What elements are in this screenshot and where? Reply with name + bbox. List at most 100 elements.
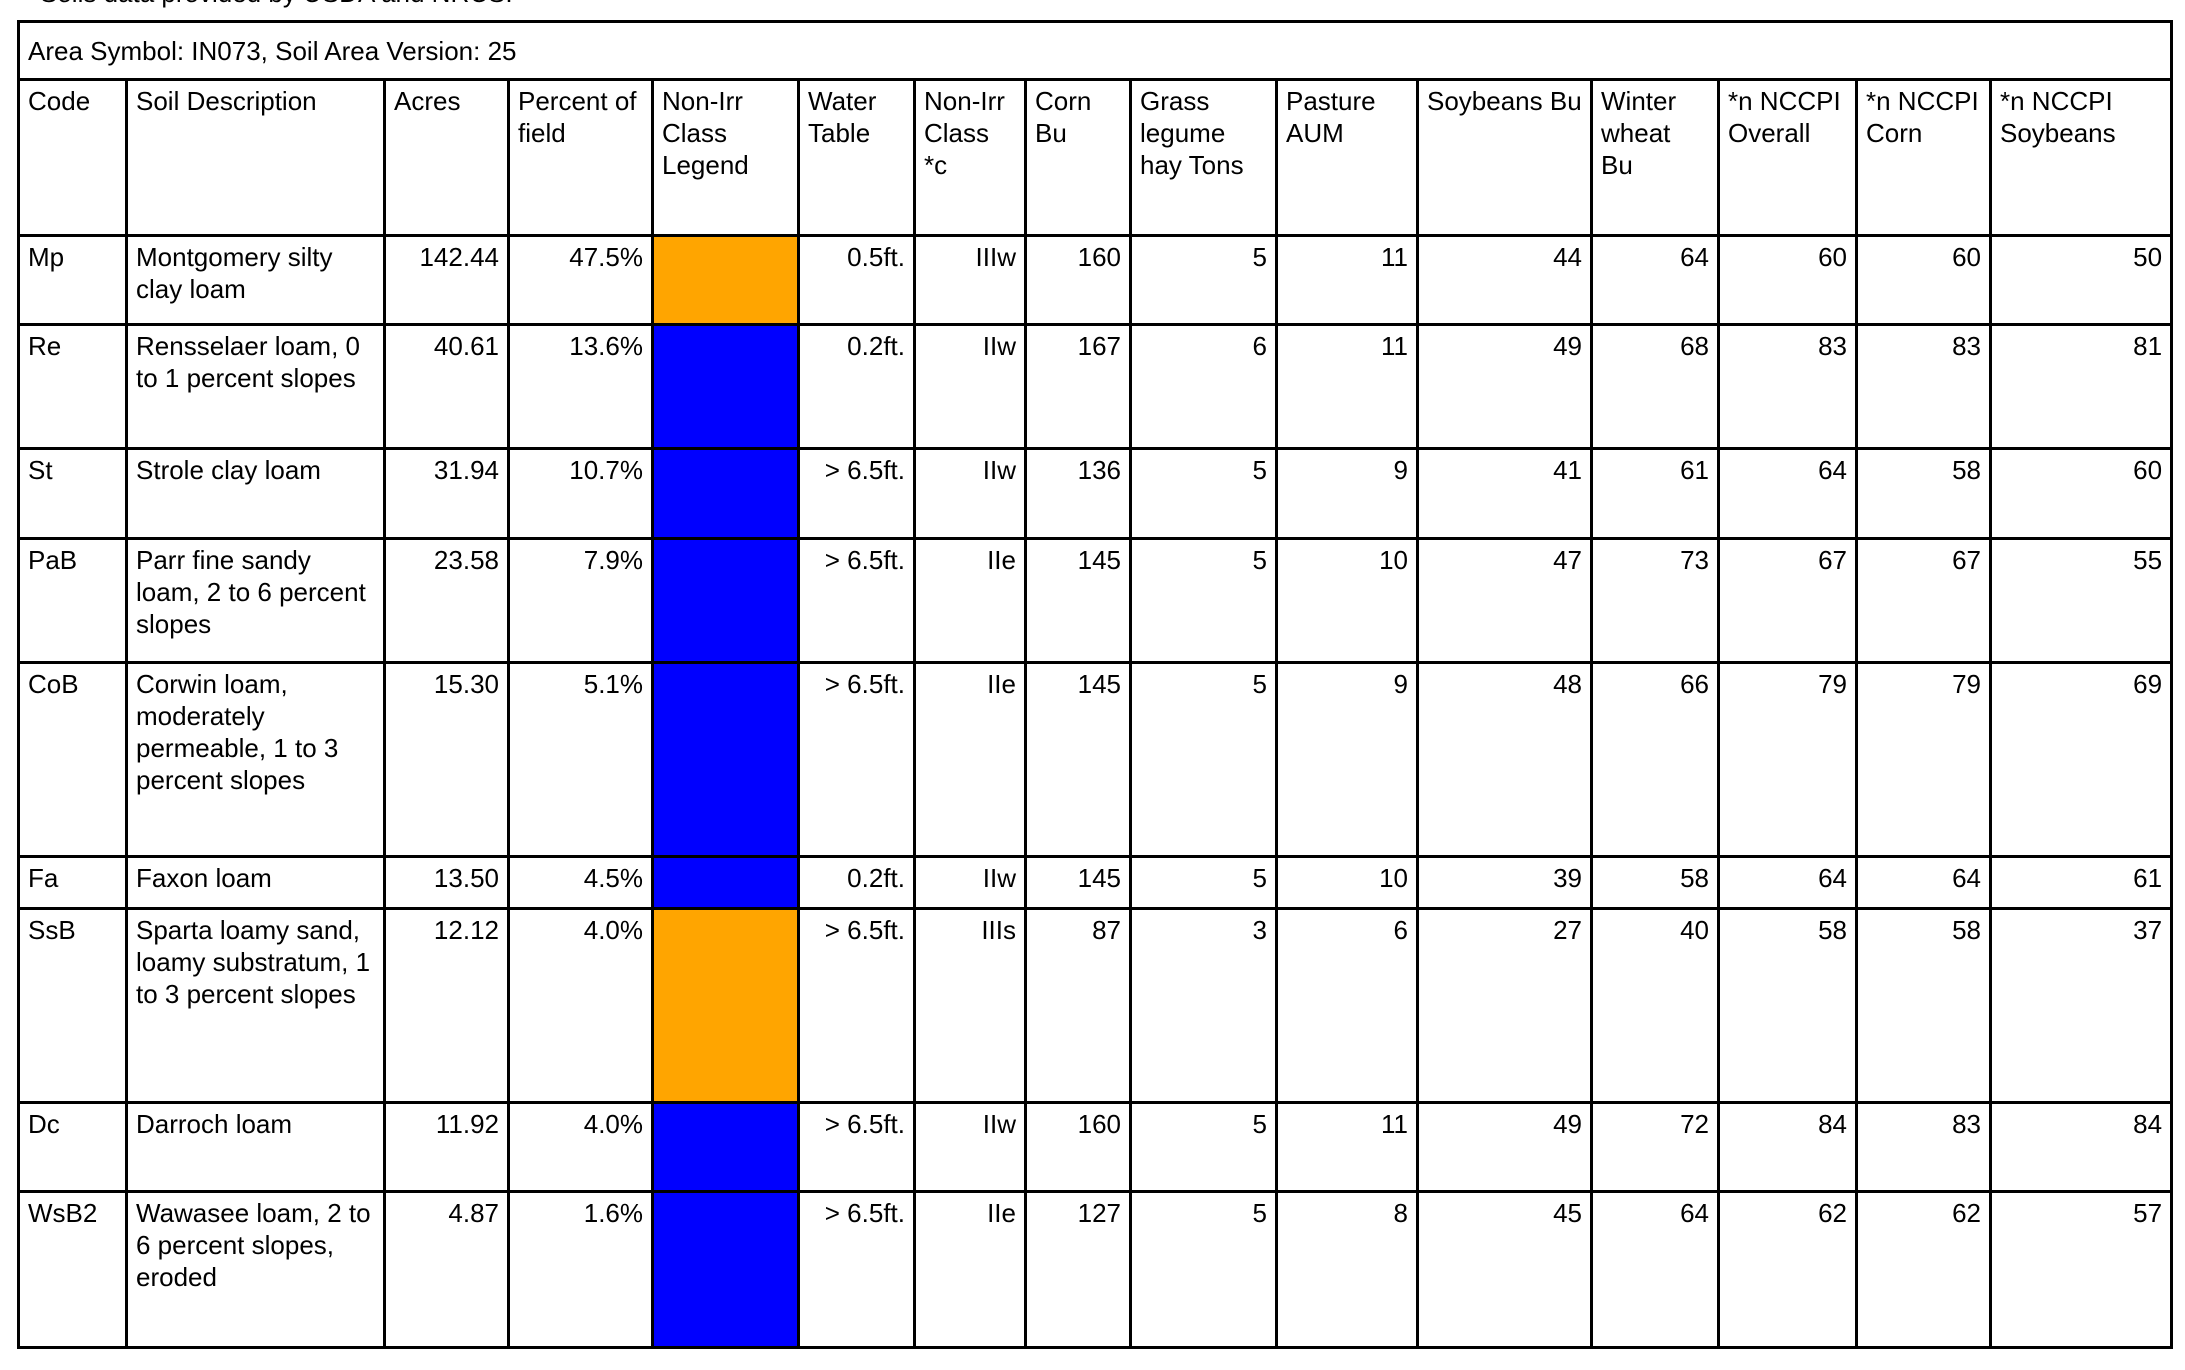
cell-value: 40 (1590, 907, 1720, 1104)
data-row: Dc Darroch loam 11.92 4.0% > 6.5ft. IIw 160 5 11… (17, 1101, 2174, 1193)
cell-value: 31.94 (383, 447, 510, 540)
header-row: Code Soil Description Acres Percent of fiel… (17, 78, 2174, 237)
soil-description: Strole clay loam (125, 447, 386, 540)
cell-value: 6 (1129, 323, 1278, 450)
cell-value: 60 (1717, 234, 1858, 326)
cell-value: 58 (1855, 447, 1992, 540)
cell-value: 10.7% (507, 447, 654, 540)
cell-value: 39 (1416, 855, 1593, 910)
column-header: Non-Irr Class Legend (651, 78, 800, 237)
cell-value: 58 (1855, 907, 1992, 1104)
column-header: Grass legume hay Tons (1129, 78, 1278, 237)
data-row: SsB Sparta loamy sand, loamy substratum, … (17, 907, 2174, 1104)
cell-value: 73 (1590, 537, 1720, 664)
cell-value: 8 (1275, 1190, 1419, 1349)
cell-value: 49 (1416, 1101, 1593, 1193)
cell-value: 84 (1988, 1101, 2174, 1193)
cell-value: IIw (913, 855, 1027, 910)
column-header: *n NCCPI Soybeans (1988, 78, 2174, 237)
cell-value: 4.87 (383, 1190, 510, 1349)
class-legend (651, 234, 800, 326)
class-legend (651, 1190, 800, 1349)
cell-value: 79 (1855, 661, 1992, 858)
soil-description: Wawasee loam, 2 to 6 percent slopes, ero… (125, 1190, 386, 1349)
data-row: St Strole clay loam 31.94 10.7% > 6.5ft. IIw 1… (17, 447, 2174, 540)
table-title: Area Symbol: IN073, Soil Area Version: 2… (16, 20, 2174, 81)
column-header: Acres (383, 78, 510, 237)
cell-value: 27 (1416, 907, 1593, 1104)
cell-value: 127 (1024, 1190, 1132, 1349)
title-row: Area Symbol: IN073, Soil Area Version: 2… (16, 20, 2174, 81)
cell-value: 0.2ft. (797, 323, 916, 450)
soil-code: WsB2 (17, 1190, 128, 1349)
data-row: WsB2 Wawasee loam, 2 to 6 percent slopes,… (17, 1190, 2174, 1349)
data-row: CoB Corwin loam, moderately permeable, 1 … (17, 661, 2174, 858)
column-header: Soil Description (125, 78, 386, 237)
soil-code: Re (17, 323, 128, 450)
class-legend (651, 447, 800, 540)
cell-value: 5 (1129, 537, 1278, 664)
soil-code: St (17, 447, 128, 540)
column-header: Water Table (797, 78, 916, 237)
class-legend (651, 855, 800, 910)
cell-value: 79 (1717, 661, 1858, 858)
cell-value: 9 (1275, 661, 1419, 858)
cell-value: 5 (1129, 855, 1278, 910)
cell-value: 57 (1988, 1190, 2174, 1349)
column-header: *n NCCPI Overall (1717, 78, 1858, 237)
cell-value: 60 (1988, 447, 2174, 540)
cell-value: 145 (1024, 661, 1132, 858)
cell-value: 67 (1717, 537, 1858, 664)
cell-value: 50 (1988, 234, 2174, 326)
cell-value: 47.5% (507, 234, 654, 326)
cell-value: 58 (1590, 855, 1720, 910)
cell-value: 41 (1416, 447, 1593, 540)
data-row: Fa Faxon loam 13.50 4.5% 0.2ft. IIw 145 5 10 39 58… (17, 855, 2174, 910)
cell-value: 44 (1416, 234, 1593, 326)
cell-value: 68 (1590, 323, 1720, 450)
cell-value: 0.5ft. (797, 234, 916, 326)
source-note: Soils data provided by USDA and NRCS. (40, 0, 513, 9)
cell-value: 69 (1988, 661, 2174, 858)
class-legend (651, 907, 800, 1104)
cell-value: 11 (1275, 323, 1419, 450)
class-legend (651, 323, 800, 450)
cell-value: 37 (1988, 907, 2174, 1104)
cell-value: 12.12 (383, 907, 510, 1104)
soil-table: Area Symbol: IN073, Soil Area Version: 2… (16, 20, 2174, 1349)
column-header: Soybeans Bu (1416, 78, 1593, 237)
cell-value: 0.2ft. (797, 855, 916, 910)
column-header: Pasture AUM (1275, 78, 1419, 237)
cell-value: 60 (1855, 234, 1992, 326)
cell-value: 3 (1129, 907, 1278, 1104)
cell-value: 72 (1590, 1101, 1720, 1193)
cell-value: > 6.5ft. (797, 661, 916, 858)
cell-value: 64 (1717, 855, 1858, 910)
cell-value: > 6.5ft. (797, 537, 916, 664)
cell-value: 64 (1717, 447, 1858, 540)
data-row: Re Rensselaer loam, 0 to 1 percent slopes… (17, 323, 2174, 450)
cell-value: 4.5% (507, 855, 654, 910)
cell-value: 40.61 (383, 323, 510, 450)
cell-value: 64 (1590, 1190, 1720, 1349)
cell-value: 64 (1855, 855, 1992, 910)
cell-value: 48 (1416, 661, 1593, 858)
data-row: PaB Parr fine sandy loam, 2 to 6 percent … (17, 537, 2174, 664)
soil-code: PaB (17, 537, 128, 664)
cell-value: 9 (1275, 447, 1419, 540)
soil-code: CoB (17, 661, 128, 858)
data-row: Mp Montgomery silty clay loam 142.44 47.5% 0… (17, 234, 2174, 326)
soil-description: Parr fine sandy loam, 2 to 6 percent slo… (125, 537, 386, 664)
soil-description: Sparta loamy sand, loamy substratum, 1 t… (125, 907, 386, 1104)
soil-description: Darroch loam (125, 1101, 386, 1193)
column-header: Code (17, 78, 128, 237)
soil-code: Mp (17, 234, 128, 326)
cell-value: 10 (1275, 537, 1419, 664)
cell-value: 5 (1129, 447, 1278, 540)
cell-value: 11 (1275, 234, 1419, 326)
cell-value: 11.92 (383, 1101, 510, 1193)
cell-value: 145 (1024, 537, 1132, 664)
cell-value: 64 (1590, 234, 1720, 326)
cell-value: > 6.5ft. (797, 907, 916, 1104)
